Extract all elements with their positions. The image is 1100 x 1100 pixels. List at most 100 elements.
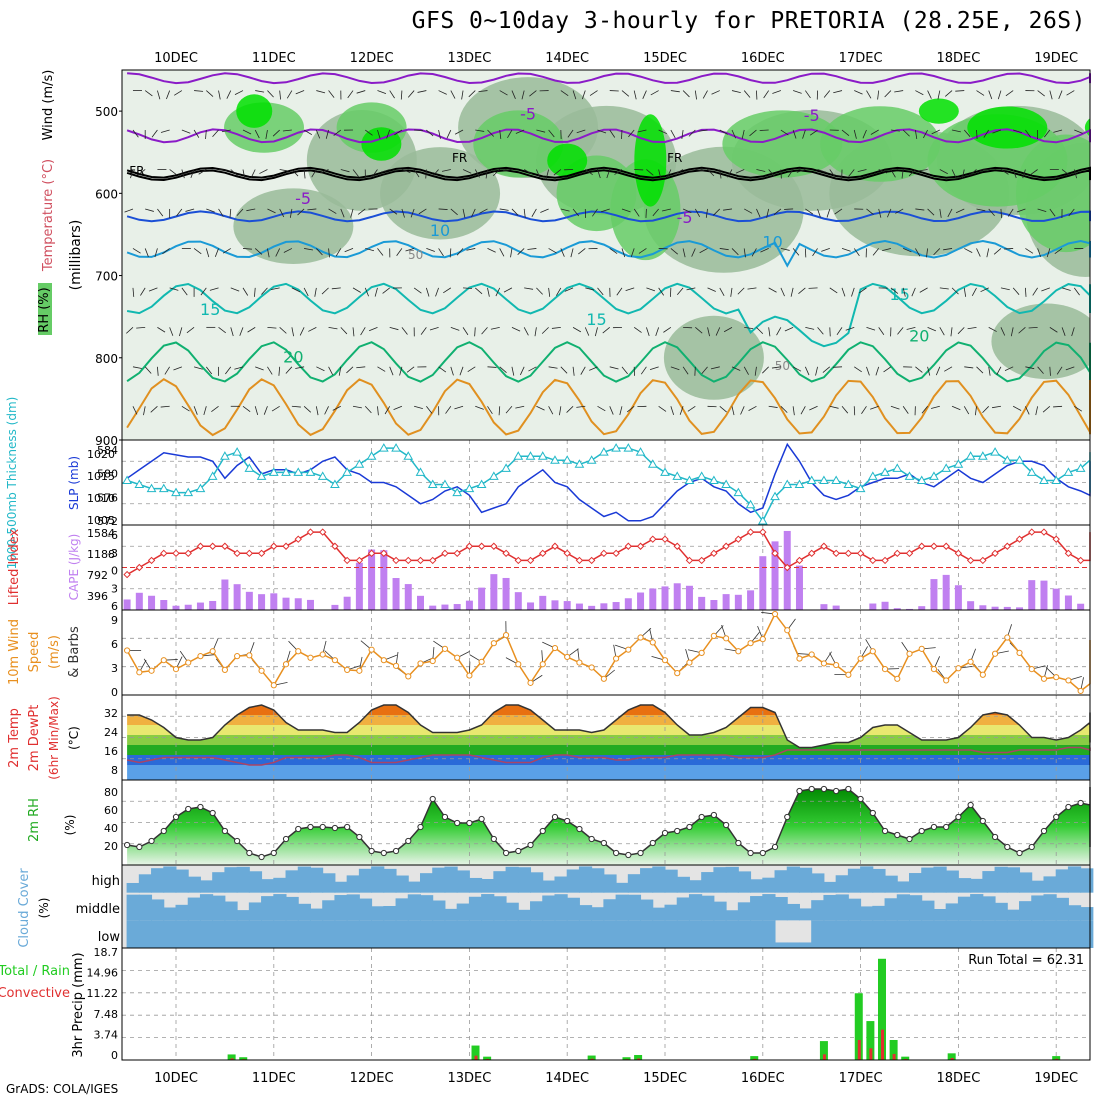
thickness-line-point-62	[880, 467, 890, 476]
thickness-line-point-75	[1039, 475, 1049, 484]
wind-speed-line-point-74	[1028, 665, 1035, 673]
lifted-index-line-point-44	[661, 535, 669, 543]
precip-conv-30	[474, 1055, 478, 1060]
wind-speed-line-point-78	[1077, 687, 1084, 695]
lifted-index-line-point-76	[1052, 535, 1060, 543]
rh2m-line-point-46	[686, 823, 693, 831]
thickness-line-point-30	[488, 471, 499, 480]
rh2m-line-point-10	[246, 849, 253, 857]
wind-speed-line-point-32	[515, 661, 522, 668]
lifted-index-line-point-73	[1015, 535, 1024, 543]
wind-speed-line-point-44	[661, 657, 669, 664]
legend-temperature: Temperature (°C)	[41, 159, 56, 272]
wind-speed-line-point-51	[747, 640, 754, 647]
thickness-line-point-63	[892, 463, 903, 472]
cape-bar-76	[1052, 588, 1060, 610]
rh2m-line-point-52	[759, 849, 766, 857]
cape-bar-72	[1003, 606, 1011, 610]
bottom-day-label-15DEC: 15DEC	[643, 1071, 687, 1086]
bottom-day-label-12DEC: 12DEC	[350, 1071, 394, 1086]
contour-label-5: -5	[295, 189, 311, 208]
wind-tick-1: 6	[111, 638, 118, 651]
cape-bar-24	[417, 595, 424, 610]
cape-bar-20	[368, 549, 376, 610]
precip-bar-43	[622, 1057, 631, 1060]
cloud-layer-middle: middle	[76, 902, 120, 917]
rh2m-line-point-70	[979, 817, 986, 825]
cape-bar-36	[563, 601, 571, 610]
thickness-line-point-15	[305, 467, 316, 476]
contour-label-0: -5	[520, 104, 536, 123]
grads-credit: GrADS: COLA/IGES	[6, 1082, 119, 1096]
wind-speed-line-point-31	[502, 631, 510, 639]
rh-shade-25	[547, 143, 588, 178]
rh2m-line-point-44	[661, 829, 669, 837]
lifted-index-line-point-29	[477, 542, 486, 550]
cape-bar-18	[343, 596, 351, 610]
lifted-index-line-point-49	[722, 542, 730, 550]
rh2m-line-point-68	[955, 813, 962, 821]
cape-bar-48	[710, 600, 718, 610]
rh2m-line-point-48	[710, 811, 718, 819]
precip-conv-44	[637, 1058, 641, 1060]
top-day-label-11DEC: 11DEC	[252, 51, 296, 66]
thickness-line-point-4	[171, 487, 181, 497]
left-mask	[0, 0, 122, 1100]
lifted-index-line-point-37	[575, 556, 584, 565]
lifted-index-line-point-42	[636, 542, 645, 550]
rh2m-line-point-25	[429, 795, 436, 803]
lifted-index-line-point-16	[318, 528, 327, 536]
rh2m-line-point-21	[380, 849, 387, 857]
thickness-line-point-67	[941, 463, 952, 472]
rh2m-line-point-73	[1016, 849, 1023, 857]
thickness-line-point-68	[953, 459, 964, 468]
lifted-index-line-point-54	[783, 563, 791, 572]
rh-shade-24	[634, 114, 667, 207]
rh2m-line-point-72	[1004, 843, 1011, 851]
wind-speed-line-point-16	[319, 651, 326, 658]
thickness-line-point-59	[843, 479, 854, 489]
cape-bar-73	[1016, 607, 1024, 610]
thickness-line-point-40	[611, 443, 621, 452]
wind-speed-line-point-0	[124, 647, 131, 654]
lifted-index-line-point-39	[600, 549, 608, 558]
wind-speed-line-point-2	[148, 667, 155, 674]
rh2m-line-point-54	[784, 813, 791, 821]
precip-tick-1: 14.96	[87, 967, 119, 980]
wind-speed-line-point-26	[441, 645, 449, 652]
cape-tick-0: 1584	[87, 527, 115, 540]
cape-bar-19	[355, 562, 363, 610]
cloud-layer-low: low	[98, 930, 121, 945]
cape-bar-15	[306, 599, 314, 610]
cape-bar-1	[135, 592, 143, 610]
wind-speed-line-point-23	[405, 673, 412, 680]
cape-bar-0	[123, 599, 131, 610]
thickness-line-point-5	[183, 487, 194, 497]
rh2m-line-point-2	[148, 837, 155, 845]
contour-label-8: 10	[762, 233, 782, 252]
precip-bar-67	[901, 1056, 910, 1060]
lifted-index-line-point-32	[514, 556, 523, 565]
temp-band-6	[127, 705, 1090, 715]
rh-tick-2: 40	[104, 822, 118, 835]
wind-y-label-d: & Barbs	[67, 626, 82, 678]
wind-speed-line-point-59	[845, 671, 852, 678]
thickness-line-point-54	[782, 479, 793, 489]
cape-bar-65	[918, 606, 926, 610]
temp-band-1	[127, 755, 1090, 765]
lifted-index-line-point-70	[979, 556, 987, 565]
lifted-index-line-point-53	[771, 549, 779, 558]
thickness-line-point-52	[757, 515, 768, 525]
lifted-index-line-point-45	[673, 542, 681, 550]
rh2m-line-point-71	[991, 833, 999, 841]
lifted-tick-3: 3	[111, 582, 118, 595]
thickness-line-point-36	[562, 455, 573, 464]
rh2m-line-point-49	[723, 821, 730, 829]
lifted-index-line-point-62	[881, 556, 889, 565]
wind-speed-line-point-22	[392, 662, 400, 669]
rh-shade-18	[1015, 134, 1100, 253]
thickness-line-point-56	[806, 475, 817, 484]
bottom-day-label-19DEC: 19DEC	[1034, 1071, 1078, 1086]
